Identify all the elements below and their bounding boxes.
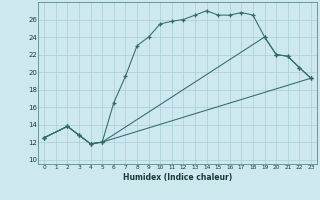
- X-axis label: Humidex (Indice chaleur): Humidex (Indice chaleur): [123, 173, 232, 182]
